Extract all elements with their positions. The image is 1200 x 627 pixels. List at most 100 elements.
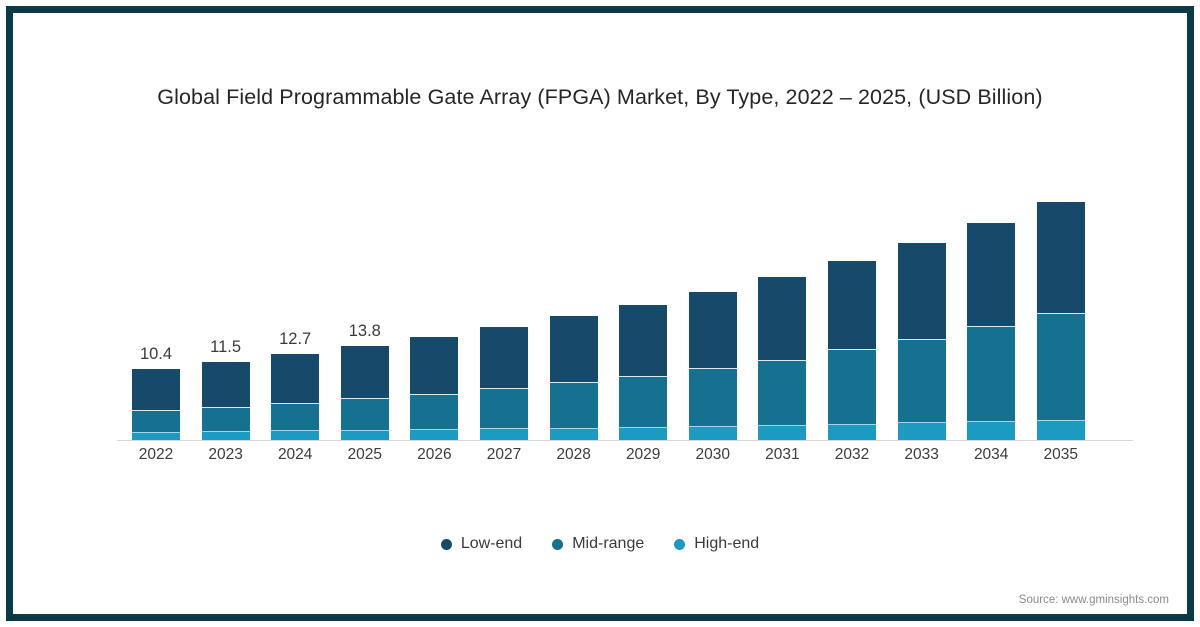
bar-segment-high-end-2032[interactable] xyxy=(828,423,876,440)
chart-legend: Low-end Mid-range High-end xyxy=(13,535,1187,553)
bar-segment-high-end-2027[interactable] xyxy=(480,428,528,440)
legend-swatch-icon xyxy=(440,538,452,550)
bar-column-2024[interactable]: 12.7 xyxy=(271,330,320,440)
x-tick-2027: 2027 xyxy=(486,446,522,463)
bar-segment-low-end-2022[interactable] xyxy=(132,369,180,411)
x-tick-2024: 2024 xyxy=(277,446,313,463)
bar-stack xyxy=(201,361,250,440)
bar-segment-mid-range-2030[interactable] xyxy=(688,367,737,426)
bar-segment-high-end-2030[interactable] xyxy=(688,425,737,440)
bar-segment-mid-range-2028[interactable] xyxy=(549,382,598,428)
bar-column-2030[interactable] xyxy=(688,291,737,440)
bar-segment-low-end-2035[interactable] xyxy=(1036,202,1085,313)
bar-segment-low-end-2028[interactable] xyxy=(549,316,598,383)
bar-column-2023[interactable]: 11.5 xyxy=(201,338,250,440)
legend-item-high-end[interactable]: High-end xyxy=(674,535,759,553)
bar-segment-high-end-2023[interactable] xyxy=(201,431,250,440)
bar-segment-mid-range-2022[interactable] xyxy=(132,410,180,432)
bar-stack xyxy=(758,277,807,440)
chart-title: Global Field Programmable Gate Array (FP… xyxy=(157,85,1043,109)
bar-stack xyxy=(271,353,320,440)
legend-item-low-end[interactable]: Low-end xyxy=(440,535,523,553)
bar-column-2032[interactable] xyxy=(828,260,876,440)
bar-stack xyxy=(132,369,180,440)
bar-segment-mid-range-2032[interactable] xyxy=(828,349,876,424)
bar-segment-low-end-2029[interactable] xyxy=(619,305,668,376)
bar-segment-low-end-2023[interactable] xyxy=(201,361,250,407)
bar-segment-mid-range-2031[interactable] xyxy=(758,359,807,426)
legend-label: High-end xyxy=(694,535,760,552)
bar-column-2025[interactable]: 13.8 xyxy=(340,322,389,440)
plot-area: 10.4 11.5 12.7 13.8 xyxy=(117,131,1133,441)
chart-frame: Global Field Programmable Gate Array (FP… xyxy=(6,6,1194,621)
legend-label: Low-end xyxy=(460,535,523,552)
bar-column-2027[interactable] xyxy=(480,326,528,440)
bar-segment-mid-range-2034[interactable] xyxy=(967,326,1016,421)
bar-segment-high-end-2024[interactable] xyxy=(271,430,320,440)
bar-segment-high-end-2035[interactable] xyxy=(1036,419,1085,440)
x-tick-2031: 2031 xyxy=(765,446,800,463)
bar-stack xyxy=(410,337,459,440)
bar-column-2033[interactable] xyxy=(897,243,946,440)
bar-segment-low-end-2030[interactable] xyxy=(688,291,737,368)
bar-segment-low-end-2033[interactable] xyxy=(897,243,946,339)
bar-stack xyxy=(897,243,946,440)
bar-column-2028[interactable] xyxy=(549,316,598,440)
bar-segment-mid-range-2025[interactable] xyxy=(340,398,389,430)
bar-column-2035[interactable] xyxy=(1036,202,1085,440)
chart-canvas: Global Field Programmable Gate Array (FP… xyxy=(13,13,1187,614)
bar-segment-low-end-2031[interactable] xyxy=(758,277,807,360)
bar-segment-low-end-2034[interactable] xyxy=(967,223,1016,327)
bar-column-2026[interactable] xyxy=(410,337,459,440)
x-tick-2033: 2033 xyxy=(904,446,939,463)
bar-value-label-2022: 10.4 xyxy=(139,345,173,364)
x-tick-2025: 2025 xyxy=(347,446,383,463)
x-axis-tick-labels: 2022 2023 2024 2025 2026 2027 2028 2029 2030 2031… xyxy=(117,446,1133,470)
bar-segment-high-end-2026[interactable] xyxy=(410,429,459,440)
bar-stack xyxy=(828,260,876,440)
bar-stack xyxy=(480,326,528,440)
bar-column-2022[interactable]: 10.4 xyxy=(132,345,180,440)
bar-column-2031[interactable] xyxy=(758,277,807,440)
bar-value-label-2023: 11.5 xyxy=(210,337,242,356)
bar-segment-mid-range-2023[interactable] xyxy=(201,406,250,432)
bar-value-label-2024: 12.7 xyxy=(279,329,312,348)
bar-segment-high-end-2033[interactable] xyxy=(897,422,946,440)
source-attribution: Source: www.gminsights.com xyxy=(1018,594,1169,606)
legend-item-mid-range[interactable]: Mid-range xyxy=(552,535,644,553)
x-tick-2023: 2023 xyxy=(208,446,243,463)
bar-segment-low-end-2026[interactable] xyxy=(410,337,459,394)
bar-segment-high-end-2025[interactable] xyxy=(340,429,389,440)
bar-segment-mid-range-2029[interactable] xyxy=(619,376,668,428)
bar-stack xyxy=(688,291,737,440)
bar-segment-low-end-2025[interactable] xyxy=(340,346,389,399)
legend-swatch-icon xyxy=(674,538,686,550)
bar-segment-mid-range-2027[interactable] xyxy=(480,388,528,429)
bar-segment-mid-range-2035[interactable] xyxy=(1036,312,1085,420)
bar-segment-high-end-2028[interactable] xyxy=(549,427,598,440)
bar-segment-high-end-2034[interactable] xyxy=(967,420,1016,440)
bar-segment-mid-range-2026[interactable] xyxy=(410,393,459,430)
bar-segment-high-end-2022[interactable] xyxy=(132,431,180,440)
bar-segment-low-end-2032[interactable] xyxy=(828,260,876,350)
x-tick-2030: 2030 xyxy=(695,446,731,463)
x-tick-2026: 2026 xyxy=(417,446,452,463)
bar-stack xyxy=(619,305,668,440)
x-tick-2032: 2032 xyxy=(834,446,870,463)
bar-column-2034[interactable] xyxy=(967,223,1016,440)
x-tick-2022: 2022 xyxy=(138,446,174,463)
bar-segment-mid-range-2033[interactable] xyxy=(897,338,946,423)
bar-stack xyxy=(549,316,598,440)
bar-segment-mid-range-2024[interactable] xyxy=(271,402,320,431)
bar-segment-high-end-2031[interactable] xyxy=(758,425,807,440)
x-axis-line xyxy=(117,440,1133,441)
x-tick-2029: 2029 xyxy=(625,446,661,463)
bar-column-2029[interactable] xyxy=(619,305,668,440)
bar-segment-high-end-2029[interactable] xyxy=(619,427,668,440)
x-tick-2035: 2035 xyxy=(1043,446,1079,463)
bar-segment-low-end-2027[interactable] xyxy=(480,326,528,389)
bar-stack xyxy=(340,346,389,440)
bar-segment-low-end-2024[interactable] xyxy=(271,353,320,403)
bar-stack xyxy=(967,223,1016,440)
